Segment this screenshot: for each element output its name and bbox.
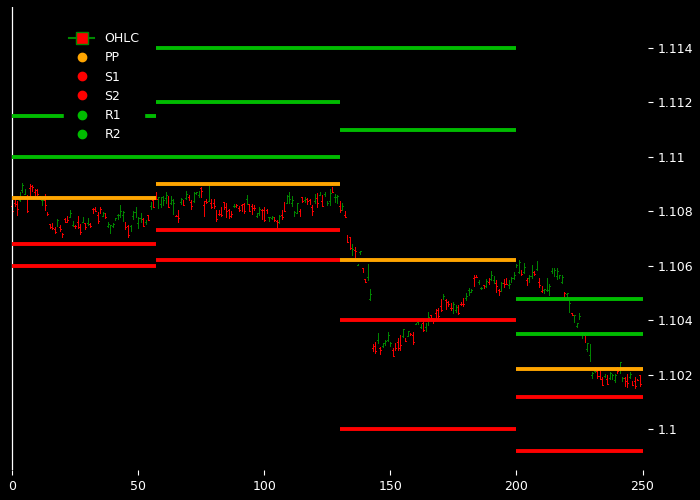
Legend: OHLC, PP, S1, S2, R1, R2: OHLC, PP, S1, S2, R1, R2 (64, 27, 144, 146)
